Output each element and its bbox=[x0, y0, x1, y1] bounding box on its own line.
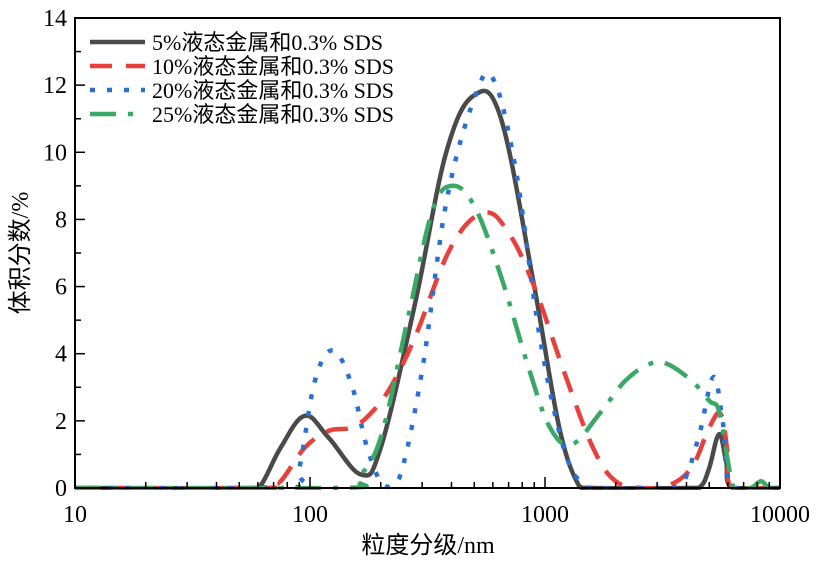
y-tick-label: 14 bbox=[43, 6, 67, 32]
x-axis: 10 100 1000 10000 bbox=[63, 477, 810, 528]
series-line-2 bbox=[75, 210, 780, 490]
y-tick-label: 0 bbox=[55, 476, 67, 502]
series-lines bbox=[75, 70, 780, 490]
y-tick-label: 12 bbox=[43, 73, 67, 99]
series-line-1 bbox=[75, 88, 780, 490]
y-axis: 0 2 4 6 8 10 12 14 bbox=[43, 6, 85, 502]
series-line-4 bbox=[75, 183, 780, 490]
y-axis-label: 体积分数/% bbox=[7, 192, 34, 315]
y-tick-label: 4 bbox=[55, 342, 67, 368]
y-tick-label: 8 bbox=[55, 207, 67, 233]
series-line-3 bbox=[75, 70, 780, 490]
y-tick-label: 10 bbox=[43, 140, 67, 166]
legend-label: 20%液态金属和0.3% SDS bbox=[152, 78, 394, 103]
x-tick-label: 100 bbox=[292, 502, 328, 528]
legend-label: 25%液态金属和0.3% SDS bbox=[152, 102, 394, 127]
legend-label: 10%液态金属和0.3% SDS bbox=[152, 54, 394, 79]
x-tick-label: 1000 bbox=[521, 502, 569, 528]
x-tick-label: 10000 bbox=[750, 502, 810, 528]
legend-label: 5%液态金属和0.3% SDS bbox=[152, 30, 383, 55]
y-tick-label: 2 bbox=[55, 409, 67, 435]
x-axis-label: 粒度分级/nm bbox=[361, 532, 495, 559]
y-tick-label: 6 bbox=[55, 275, 67, 301]
x-tick-label: 10 bbox=[63, 502, 87, 528]
